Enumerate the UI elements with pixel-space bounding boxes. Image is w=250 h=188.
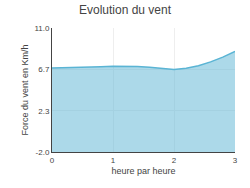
svg-text:Evolution du vent: Evolution du vent [79,3,172,17]
svg-text:6.7: 6.7 [38,65,50,74]
svg-text:Force du vent en Km/h: Force du vent en Km/h [20,44,30,135]
svg-text:2.3: 2.3 [38,107,50,116]
svg-text:11.0: 11.0 [34,24,50,33]
svg-text:heure par heure: heure par heure [111,166,175,176]
svg-text:3: 3 [233,156,238,165]
svg-text:-2.0: -2.0 [36,148,50,157]
svg-text:0: 0 [50,156,55,165]
svg-text:1: 1 [111,156,116,165]
svg-text:2: 2 [172,156,177,165]
